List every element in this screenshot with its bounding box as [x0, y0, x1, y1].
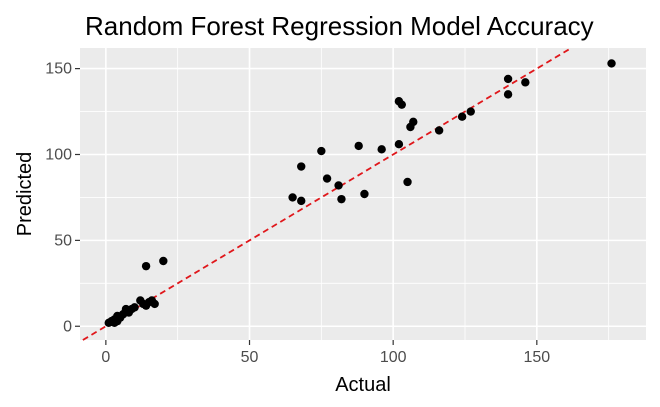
y-tick-label: 50	[54, 232, 72, 249]
y-tick-label: 100	[45, 146, 72, 163]
data-point	[297, 162, 306, 171]
data-point	[434, 126, 444, 135]
y-axis-title: Predicted	[14, 152, 36, 237]
data-point	[409, 117, 418, 127]
data-point	[503, 74, 513, 84]
data-point	[394, 139, 404, 149]
data-point	[466, 107, 475, 116]
identity-reference-line	[82, 47, 572, 341]
data-point	[288, 193, 297, 202]
data-point	[322, 174, 332, 183]
data-point	[337, 194, 346, 204]
y-axis-ticks: 0 50 100 150	[45, 61, 80, 335]
major-gridlines	[80, 48, 646, 340]
data-point	[334, 181, 343, 190]
data-point	[521, 78, 530, 87]
y-tick-label: 0	[63, 318, 72, 335]
data-point	[130, 303, 139, 312]
data-point	[360, 189, 369, 199]
data-points	[104, 59, 616, 328]
x-axis-ticks: 0 50 100 150	[101, 340, 550, 366]
y-tick-label: 150	[45, 61, 72, 78]
x-tick-label: 0	[101, 349, 110, 366]
data-point	[403, 177, 412, 187]
x-tick-label: 100	[380, 349, 407, 366]
data-point	[354, 141, 363, 151]
x-axis-title: Actual	[335, 374, 391, 396]
data-point	[297, 196, 306, 206]
data-point	[607, 59, 616, 68]
data-point	[377, 145, 386, 154]
data-point	[397, 100, 406, 109]
x-tick-label: 50	[241, 349, 259, 366]
data-point	[141, 261, 151, 271]
data-point	[457, 112, 467, 121]
x-tick-label: 150	[523, 349, 550, 366]
data-point	[150, 299, 159, 309]
data-point	[317, 146, 326, 156]
data-point	[159, 256, 168, 266]
data-point	[503, 90, 513, 99]
chart-title: Random Forest Regression Model Accuracy	[85, 11, 594, 41]
